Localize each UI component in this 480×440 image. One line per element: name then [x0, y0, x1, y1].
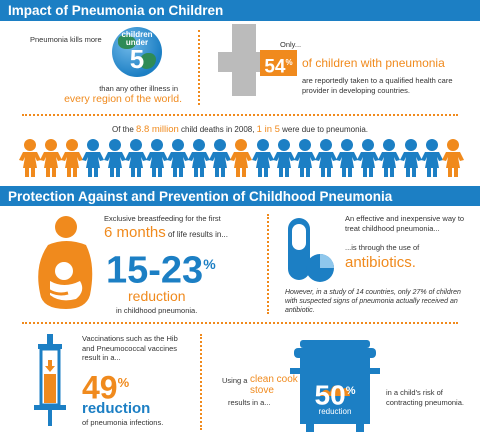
child-figure-icon [61, 139, 84, 177]
child-figure-icon [209, 139, 232, 177]
ab-text: An effective and inexpensive way to trea… [345, 214, 465, 233]
section-header-protection: Protection Against and Prevention of Chi… [0, 186, 480, 206]
child-figure-icon [357, 139, 380, 177]
reported-text: are reportedly taken to a qualified heal… [302, 76, 453, 95]
deaths-mid: child deaths in 2008, [181, 125, 255, 134]
divider [22, 114, 458, 116]
stove-pct-sign: % [345, 385, 356, 397]
only-text: Only... [280, 40, 302, 49]
globe-label: children under [112, 31, 162, 47]
vac-pct-sign: % [117, 375, 130, 390]
children-row [18, 138, 464, 178]
globe-land-icon [118, 35, 136, 49]
ab-word: antibiotics. [345, 254, 416, 271]
child-figure-icon [167, 139, 189, 177]
bf-months-line: 6 months of life results in... [104, 224, 228, 241]
vac-pct-value: 49 [82, 369, 118, 406]
divider [198, 30, 200, 105]
bf-pct-sign: % [203, 256, 216, 272]
bf-text: Exclusive breastfeeding for the first [104, 214, 221, 223]
every-region-text: every region of the world. [64, 93, 182, 105]
section-title-protection: Protection Against and Prevention of Chi… [8, 188, 393, 204]
pct54-value: 54 [264, 56, 286, 78]
section-header-impact: Impact of Pneumonia on Children [0, 0, 480, 21]
deaths-million: 8.8 million [136, 124, 179, 135]
divider [22, 322, 458, 324]
child-figure-icon [441, 139, 464, 177]
child-figure-icon [251, 139, 274, 177]
ab-through: ...is through the use of [345, 243, 420, 252]
mother-child-icon [38, 216, 93, 309]
child-figure-icon [378, 139, 401, 177]
child-figure-icon [420, 139, 443, 177]
stove-risk: in a child's risk of contracting pneumon… [386, 388, 464, 407]
child-figure-icon [315, 139, 337, 177]
deaths-ratio: 1 in 5 [256, 124, 280, 135]
stove-results: results in a... [228, 398, 271, 407]
deaths-line: Of the 8.8 million child deaths in 2008,… [0, 124, 480, 135]
plus-icon-horizontal [218, 52, 270, 72]
child-figure-icon [40, 139, 63, 177]
globe-number: 5 [129, 44, 145, 74]
than-text: than any other illness in [99, 84, 178, 93]
kills-text: Pneumonia kills more [30, 35, 102, 44]
stove-pct-value: 50 [314, 379, 346, 411]
child-figure-icon [272, 139, 295, 177]
bf-results: of life results in... [167, 230, 228, 239]
syringe-icon [34, 334, 66, 426]
child-figure-icon [19, 139, 41, 177]
divider [267, 214, 269, 314]
globe-land-icon [140, 53, 156, 69]
stove-reduction: reduction [318, 407, 352, 416]
child-figure-icon [82, 139, 105, 177]
stove-clean: clean cook stove [250, 374, 298, 396]
section-title-impact: Impact of Pneumonia on Children [8, 3, 224, 18]
cook-stove-icon [290, 340, 380, 432]
bf-pct-value: 15-23 [106, 249, 204, 292]
pct54-badge: 54% [260, 50, 297, 78]
bf-months: 6 months [104, 224, 166, 241]
bf-pct: 15-23% [106, 244, 216, 291]
divider [200, 334, 202, 430]
globe-icon: children under 5 [112, 27, 162, 77]
stove-pct: 50% [300, 376, 370, 410]
bf-in: in childhood pneumonia. [116, 306, 198, 315]
child-figure-icon [145, 139, 168, 177]
child-figure-icon [336, 139, 359, 177]
globe-line2: under [125, 38, 149, 47]
globe-line1: children [121, 30, 153, 39]
child-figure-icon [188, 139, 211, 177]
vac-text: Vaccinations such as the Hib and Pneumoc… [82, 334, 178, 362]
child-figure-icon [293, 139, 316, 177]
child-figure-icon [399, 139, 422, 177]
of-children-text: of children with pneumonia [302, 56, 445, 70]
bf-reduction: reduction [128, 288, 186, 304]
stove-using: Using a [222, 376, 248, 385]
pct54-sign: % [285, 58, 293, 67]
vac-of: of pneumonia infections. [82, 418, 164, 427]
pill-chart-icon [288, 218, 334, 282]
child-figure-icon [230, 139, 253, 177]
vac-pct: 49% [82, 366, 129, 405]
ab-study: However, in a study of 14 countries, onl… [285, 289, 461, 314]
child-figure-icon [103, 139, 126, 177]
deaths-post: were due to pneumonia. [282, 125, 368, 134]
deaths-pre: Of the [112, 125, 134, 134]
child-figure-icon [124, 139, 147, 177]
vac-reduction: reduction [82, 400, 151, 417]
